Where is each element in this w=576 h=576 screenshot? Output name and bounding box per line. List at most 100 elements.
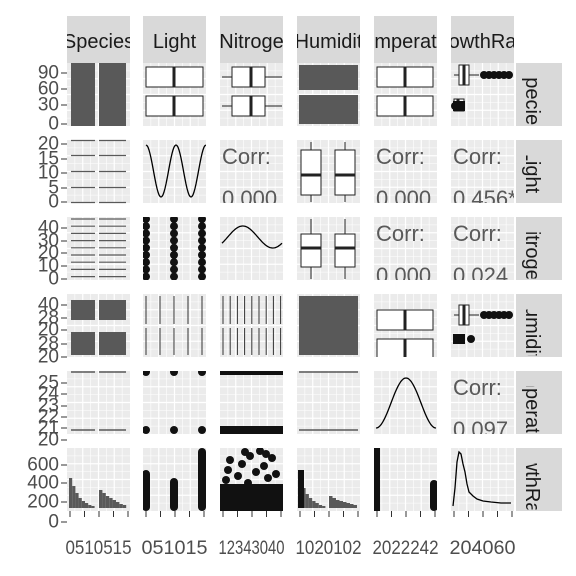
point-temp-light-top-2 <box>198 371 206 376</box>
strip-top-label-4: mperat <box>374 31 437 53</box>
hist-growth-hum-b-4 <box>343 502 347 508</box>
point-growth-nitro-16 <box>262 450 270 458</box>
strip-right-label-2: Nitroge <box>521 216 543 280</box>
hist-growth-b-7 <box>122 505 127 508</box>
xtick-label-1: 051015 <box>142 538 208 559</box>
panel-grid-4-0 <box>67 371 130 434</box>
hist-growth-hum-a-5 <box>315 503 319 508</box>
ytick-label-1-4: 20 <box>38 134 59 155</box>
point-growth-nitro-0 <box>222 476 230 484</box>
bar-hum-species-a2 <box>71 332 95 355</box>
point-nitrogen-light-1-5 <box>170 251 178 259</box>
point-nitrogen-light-2-3 <box>198 236 206 245</box>
panel-grid-4-1 <box>143 371 206 434</box>
panel-grid-4-3 <box>297 371 360 434</box>
ytick-label-4-0: 20 <box>38 430 59 451</box>
ytick-label-2-4: 40 <box>38 218 59 239</box>
ytick-label-0-0: 0 <box>48 114 59 135</box>
boxplot-light-species-b <box>145 95 204 117</box>
ytick-label-4-3: 23 <box>38 396 59 417</box>
panel-grid-4-5 <box>451 371 514 434</box>
density-temperature <box>375 377 437 429</box>
correlation-value-2: 0.456* <box>453 186 517 211</box>
hist-growth-b-4 <box>112 500 116 508</box>
hist-growth-b-2 <box>105 496 110 508</box>
hist-growth-a-6 <box>88 505 92 508</box>
panel-grid-5-5 <box>451 448 514 511</box>
strip-top-label-5: owthRa <box>449 31 518 53</box>
point-nitrogen-light-0-4 <box>143 243 150 252</box>
points-growth-hum <box>298 470 304 508</box>
point-nitrogen-light-0-6 <box>143 258 150 267</box>
point-nitrogen-light-2-0 <box>198 217 206 223</box>
ytick-label-4-1: 21 <box>38 418 59 439</box>
hist-growth-b-5 <box>116 502 120 508</box>
boxplot-growth-humidity-a <box>454 304 513 326</box>
hist-growth-hum-b-1 <box>332 498 336 508</box>
histogram-growth-humidity <box>298 470 357 508</box>
bar-species-b <box>99 63 126 126</box>
strip-right-bg-0 <box>516 63 562 126</box>
density-growthrate <box>452 450 511 507</box>
correlation-label-0: Corr: <box>222 144 271 169</box>
point-growth-nitro-1 <box>226 456 234 464</box>
points-growth-light <box>143 448 206 511</box>
panel-grid-2-5 <box>451 217 514 280</box>
points-growth-nitro-dense <box>220 484 283 511</box>
point-nitrogen-light-1-1 <box>170 222 178 231</box>
correlation-1-2: Corr: 0.000 <box>222 144 277 211</box>
point-nitrogen-light-2-4 <box>198 243 206 252</box>
boxplot-nitrogen-species-a <box>222 66 282 88</box>
strip-top-bg-0 <box>67 16 130 63</box>
correlation-value-0: 0.000 <box>222 186 277 211</box>
strip-right-label-1: Light <box>521 150 543 194</box>
point-nitrogen-light-0-7 <box>143 265 150 274</box>
ytick-label-0-2: 60 <box>38 79 59 100</box>
ytick-label-5-3: 600 <box>27 455 59 476</box>
point-temp-light-top-0 <box>143 371 150 376</box>
histogram-growth-species <box>69 478 127 508</box>
points-growth-nitrogen <box>220 448 283 511</box>
ytick-label-5-1: 200 <box>27 492 59 513</box>
boxplot-humidity-nitrogen-b <box>334 219 356 279</box>
boxplot-temperature-species-b <box>376 95 434 117</box>
hist-growth-hum-b-3 <box>339 501 343 508</box>
panel-grid-4-2 <box>220 371 283 434</box>
boxplot-humidity-nitrogen-a <box>300 219 322 279</box>
strip-right-bg-5 <box>516 448 562 511</box>
boxplot-growth-humidity-b <box>453 334 475 344</box>
ytick-label-1-3: 15 <box>38 149 59 170</box>
point-temp-light-bot-2 <box>198 426 206 434</box>
point-growth-nitro-14 <box>224 466 232 474</box>
density-light <box>145 144 206 198</box>
hist-growth-a-0 <box>69 478 73 508</box>
boxplot-growth-species-a <box>454 64 513 86</box>
xtick-label-3: 1020102 <box>296 538 362 559</box>
point-nitrogen-light-1-7 <box>170 265 178 274</box>
correlation-4-5: Corr: 0.097 <box>453 375 508 434</box>
point-col-growth-light-2 <box>198 448 206 511</box>
point-nitrogen-light-0-8 <box>143 272 150 280</box>
panel-grid-2-4 <box>374 217 437 280</box>
ytick-label-0-3: 90 <box>38 63 59 84</box>
correlation-2-4: Corr: 0.000 <box>376 221 431 280</box>
bar-hum-species-b1 <box>99 300 126 320</box>
point-temp-light-bot-1 <box>170 426 178 434</box>
strip-top-bg-3 <box>297 16 360 63</box>
correlation-value-1: 0.000 <box>376 186 431 211</box>
panel-grid-1-5 <box>451 140 514 203</box>
point-nitrogen-light-2-5 <box>198 251 206 259</box>
hist-growth-a-2 <box>75 493 79 508</box>
point-growth-nitro-11 <box>268 454 276 462</box>
boxplot-humidity-light-a <box>300 142 322 202</box>
boxplot-light-species-a <box>145 66 204 88</box>
bar-humidity-a <box>299 65 358 90</box>
point-nitrogen-light-1-6 <box>170 258 178 267</box>
ytick-label-2-0: 0 <box>48 269 59 290</box>
strip-right-label-0: Specie <box>521 64 543 125</box>
strip-top-label-1: Light <box>153 31 197 53</box>
point-nitrogen-light-1-2 <box>170 229 178 238</box>
point-col-growth-light-0 <box>143 470 150 511</box>
xtick-label-2: 12343040 <box>219 538 285 559</box>
